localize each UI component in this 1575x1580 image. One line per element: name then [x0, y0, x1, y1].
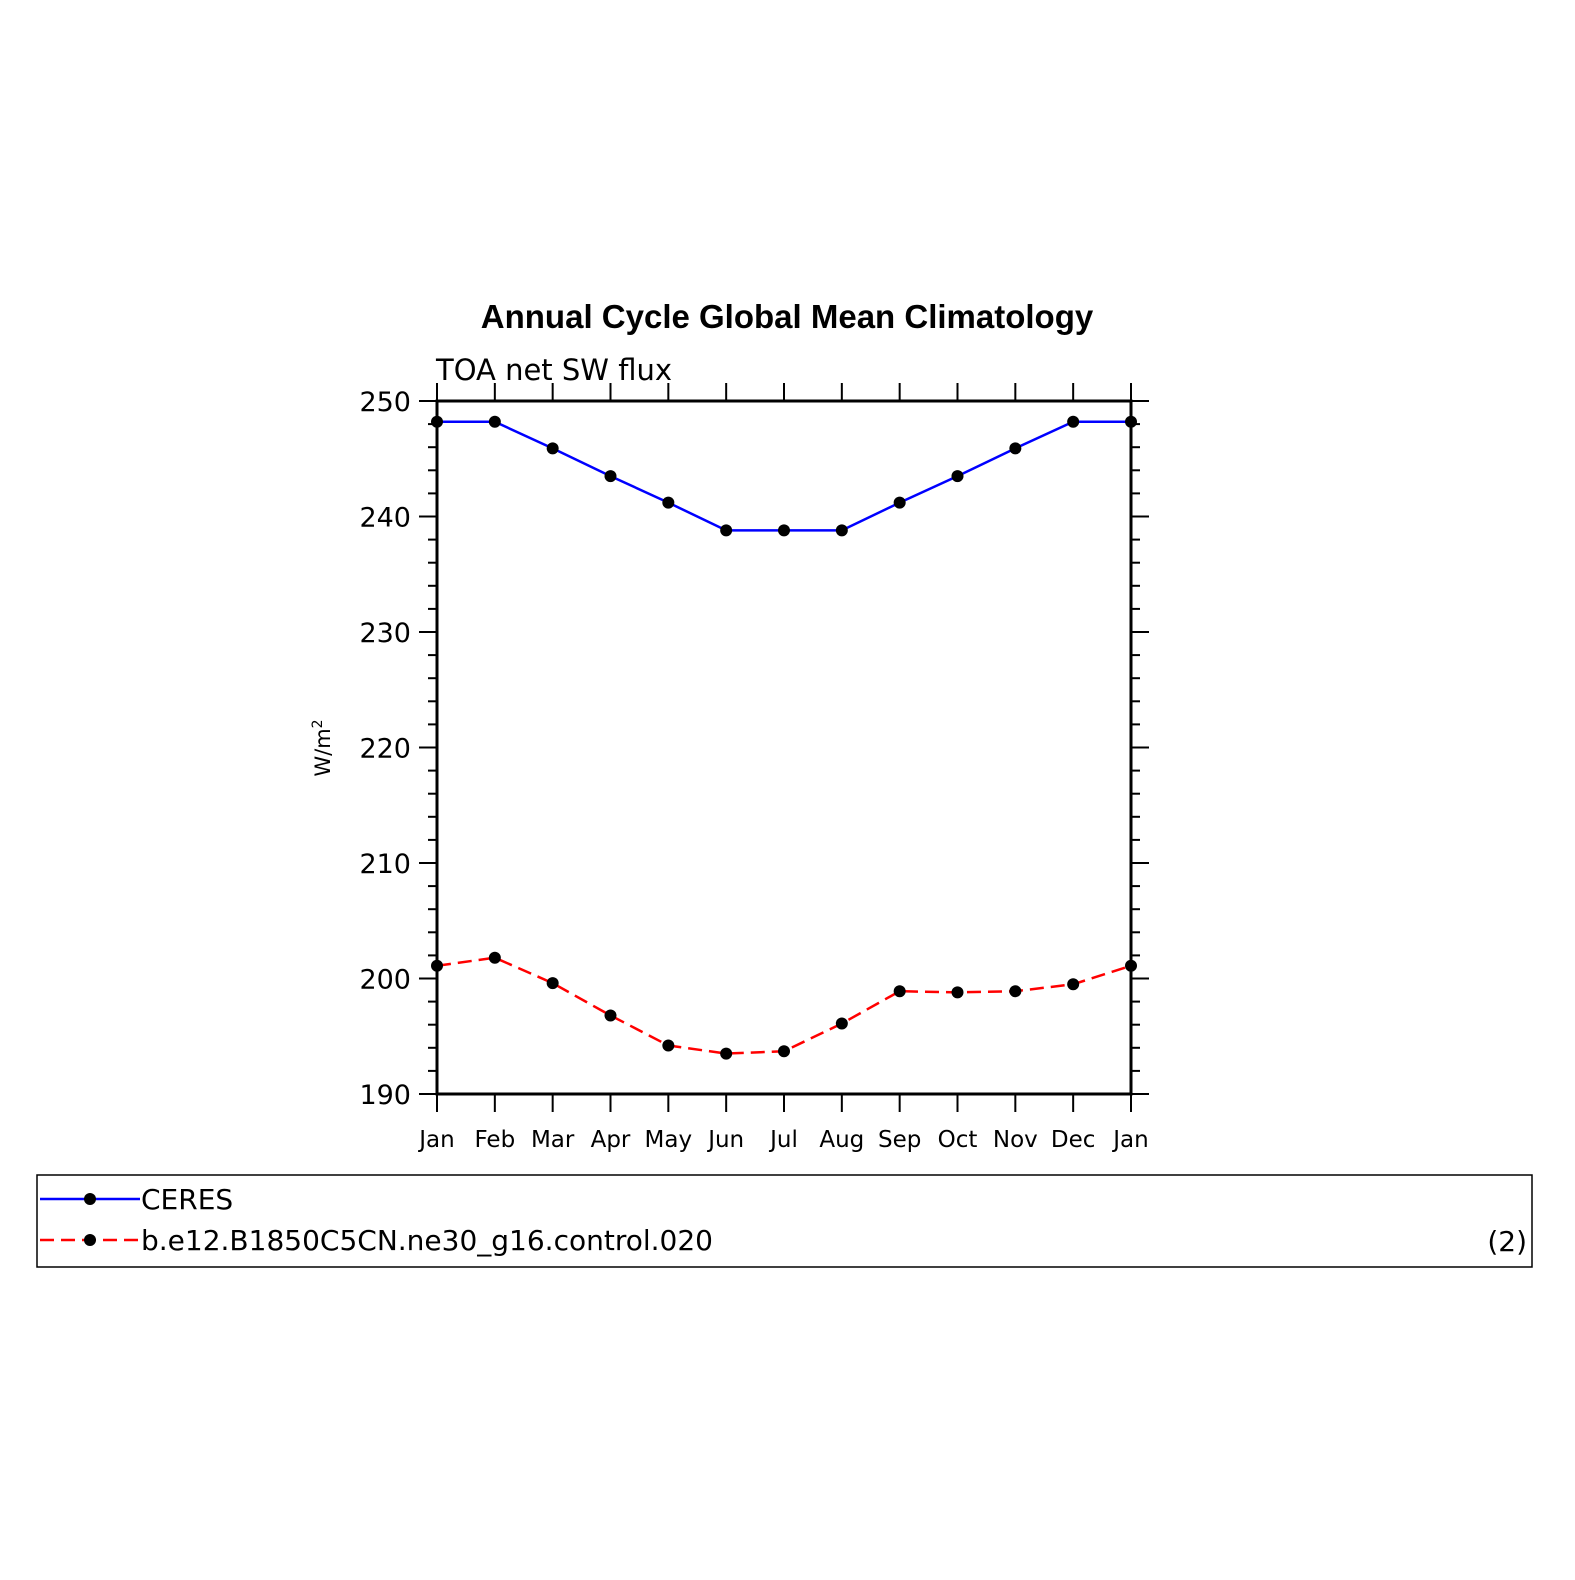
- y-tick-label: 200: [359, 965, 411, 996]
- data-point-series-2: [1009, 985, 1022, 998]
- data-point-series-1: [431, 415, 443, 428]
- data-point-series-1: [1067, 415, 1080, 428]
- data-point-series-2: [1125, 959, 1137, 972]
- series-line-2: [436, 956, 1132, 1055]
- legend-label-1: CERES: [141, 1183, 233, 1216]
- x-tick-label: Jul: [768, 1127, 798, 1153]
- x-tick-label: Jan: [1111, 1127, 1148, 1153]
- x-tick-label: Nov: [993, 1127, 1038, 1153]
- x-tick-label: Sep: [878, 1127, 921, 1153]
- data-point-series-1: [1125, 415, 1137, 428]
- data-point-series-2: [1067, 978, 1080, 991]
- y-tick-label: 220: [359, 734, 411, 765]
- x-tick-label: May: [645, 1127, 693, 1153]
- y-axis-label: W/m2: [310, 719, 335, 776]
- data-point-series-2: [546, 977, 559, 990]
- y-tick-label: 240: [359, 503, 411, 534]
- chart-title: Annual Cycle Global Mean Climatology: [481, 298, 1094, 335]
- y-axis-label-superscript: 2: [310, 719, 326, 728]
- data-point-series-2: [778, 1045, 790, 1058]
- data-point-series-1: [1009, 442, 1022, 455]
- data-point-series-2: [893, 985, 906, 998]
- data-point-series-1: [778, 524, 790, 537]
- legend-marker-1: [84, 1193, 96, 1205]
- data-point-series-1: [546, 442, 559, 455]
- series-layer: [431, 415, 1137, 1060]
- data-point-series-2: [488, 951, 501, 964]
- data-point-series-1: [720, 524, 733, 537]
- x-tick-label: Jan: [417, 1127, 454, 1153]
- chart-subtitle: TOA net SW flux: [435, 353, 672, 387]
- data-point-series-2: [662, 1039, 675, 1052]
- series-line-1: [437, 420, 1131, 532]
- x-tick-label: Mar: [531, 1127, 575, 1153]
- legend: CERES b.e12.B1850C5CN.ne30_g16.control.02…: [40, 1183, 713, 1257]
- y-axis-label-text: W/m: [311, 728, 335, 776]
- data-point-series-2: [951, 986, 964, 999]
- y-tick-label: 190: [359, 1080, 411, 1111]
- x-tick-label: Jun: [706, 1127, 744, 1153]
- data-point-series-2: [835, 1017, 848, 1030]
- panel-tag: (2): [1487, 1225, 1527, 1258]
- legend-marker-2: [84, 1234, 96, 1246]
- data-point-series-1: [604, 470, 617, 483]
- plot-frame: [435, 399, 1133, 1096]
- data-point-series-1: [893, 496, 906, 509]
- axes: 190 200 210 220 230 240 250 Jan Feb Mar Apr May Jun J…: [359, 383, 1149, 1153]
- data-point-series-1: [835, 524, 848, 537]
- x-tick-label: Oct: [938, 1127, 978, 1153]
- data-point-series-2: [604, 1009, 617, 1022]
- data-point-series-2: [431, 959, 443, 972]
- y-tick-label: 230: [359, 618, 411, 649]
- data-point-series-2: [720, 1047, 733, 1060]
- data-point-series-1: [488, 415, 501, 428]
- x-tick-label: Apr: [591, 1127, 631, 1153]
- y-tick-label: 210: [359, 849, 411, 880]
- legend-box: [36, 1174, 1533, 1268]
- y-tick-label: 250: [359, 387, 411, 418]
- x-tick-label: Aug: [819, 1127, 864, 1153]
- data-point-series-1: [662, 496, 675, 509]
- legend-label-2: b.e12.B1850C5CN.ne30_g16.control.020: [141, 1224, 713, 1257]
- data-point-series-1: [951, 470, 964, 483]
- x-tick-label: Feb: [474, 1127, 515, 1153]
- x-tick-label: Dec: [1051, 1127, 1096, 1153]
